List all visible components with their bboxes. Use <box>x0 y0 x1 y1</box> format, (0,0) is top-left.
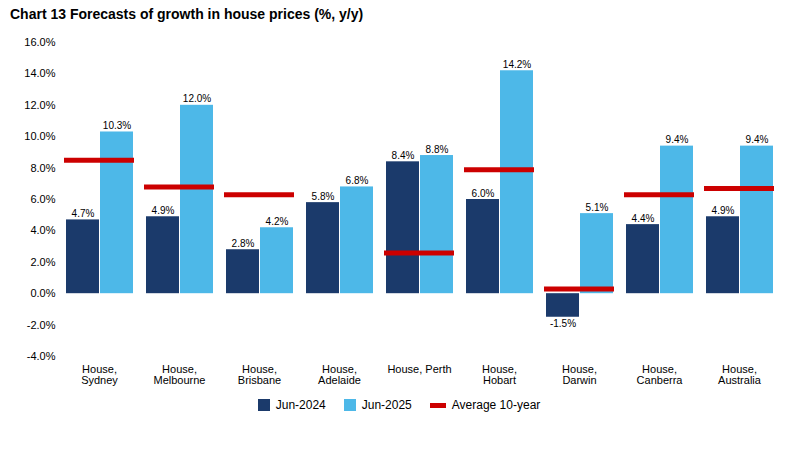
svg-text:5.8%: 5.8% <box>312 191 335 202</box>
svg-text:House,Canberra: House,Canberra <box>637 363 684 386</box>
svg-text:6.0%: 6.0% <box>30 193 55 205</box>
svg-text:8.8%: 8.8% <box>426 144 449 155</box>
svg-text:4.0%: 4.0% <box>30 224 55 236</box>
svg-text:4.2%: 4.2% <box>266 216 289 227</box>
svg-text:9.4%: 9.4% <box>666 134 689 145</box>
svg-text:14.0%: 14.0% <box>24 67 55 79</box>
svg-text:House,Sydney: House,Sydney <box>81 363 118 386</box>
svg-text:12.0%: 12.0% <box>183 93 211 104</box>
svg-text:8.4%: 8.4% <box>392 150 415 161</box>
svg-text:House,Darwin: House,Darwin <box>562 363 597 386</box>
svg-text:House,Hobart: House,Hobart <box>482 363 517 386</box>
svg-text:14.2%: 14.2% <box>503 59 531 70</box>
svg-text:9.4%: 9.4% <box>746 134 769 145</box>
svg-text:16.0%: 16.0% <box>24 36 55 48</box>
svg-text:2.8%: 2.8% <box>232 238 255 249</box>
html-text:Jun-2024: Jun-2024 <box>275 398 326 412</box>
svg-text:4.7%: 4.7% <box>72 208 95 219</box>
svg-text:10.0%: 10.0% <box>24 130 55 142</box>
html-text:Chart 13 Forecasts of growth i: Chart 13 Forecasts of growth in house pr… <box>10 6 364 22</box>
svg-text:0.0%: 0.0% <box>30 287 55 299</box>
svg-text:House,Adelaide: House,Adelaide <box>318 363 361 386</box>
svg-text:House,Melbourne: House,Melbourne <box>154 363 206 386</box>
svg-text:-2.0%: -2.0% <box>27 319 56 331</box>
svg-text:-4.0%: -4.0% <box>27 350 56 362</box>
svg-text:4.9%: 4.9% <box>152 205 175 216</box>
html-text:Average 10-year: Average 10-year <box>451 398 541 412</box>
svg-text:2.0%: 2.0% <box>30 256 55 268</box>
svg-text:8.0%: 8.0% <box>30 162 55 174</box>
svg-text:5.1%: 5.1% <box>586 202 609 213</box>
svg-text:6.0%: 6.0% <box>472 188 495 199</box>
svg-text:-1.5%: -1.5% <box>550 318 576 329</box>
svg-text:6.8%: 6.8% <box>346 175 369 186</box>
svg-text:House,Brisbane: House,Brisbane <box>238 363 281 386</box>
svg-text:10.3%: 10.3% <box>103 120 131 131</box>
svg-text:12.0%: 12.0% <box>24 99 55 111</box>
svg-text:House,Australia: House,Australia <box>718 363 762 386</box>
svg-text:4.9%: 4.9% <box>712 205 735 216</box>
svg-text:House, Perth: House, Perth <box>387 363 451 375</box>
html-text:Jun-2025: Jun-2025 <box>361 398 412 412</box>
svg-text:4.4%: 4.4% <box>632 213 655 224</box>
